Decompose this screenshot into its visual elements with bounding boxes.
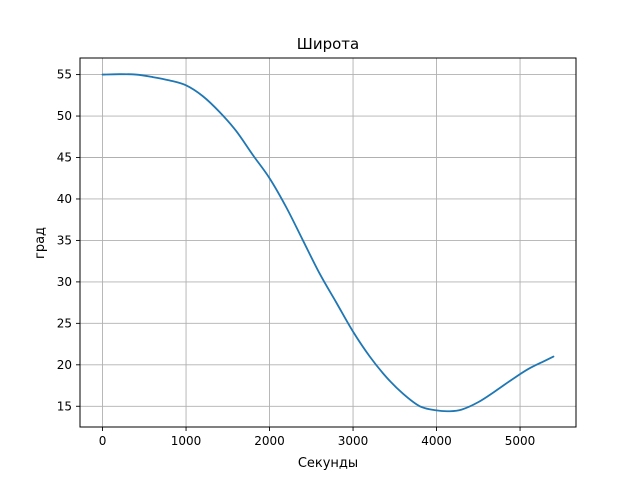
latitude-series-line <box>101 73 555 413</box>
y-axis-label: град <box>33 227 48 259</box>
y-tick-label: 45 <box>57 151 72 165</box>
y-tick-label: 30 <box>57 275 72 289</box>
x-axis-ticks: 0 1000 2000 3000 4000 5000 <box>99 427 536 448</box>
y-tick-label: 50 <box>57 109 72 123</box>
x-axis-label: Секунды <box>298 456 358 471</box>
x-tick-label: 0 <box>99 434 107 448</box>
x-tick-label: 1000 <box>171 434 202 448</box>
y-tick-label: 20 <box>57 358 72 372</box>
x-tick-label: 5000 <box>505 434 536 448</box>
y-tick-label: 25 <box>57 316 72 330</box>
plot-frame <box>79 57 577 428</box>
series-layer <box>101 73 555 413</box>
chart-title: Широта <box>297 35 359 53</box>
grid <box>80 58 576 427</box>
y-tick-label: 55 <box>57 68 72 82</box>
x-tick-label: 4000 <box>421 434 452 448</box>
y-tick-label: 40 <box>57 192 72 206</box>
x-tick-label: 3000 <box>338 434 369 448</box>
y-tick-label: 35 <box>57 233 72 247</box>
x-tick-label: 2000 <box>254 434 285 448</box>
y-tick-label: 15 <box>57 399 72 413</box>
y-axis-ticks: 15 20 25 30 35 40 45 50 55 <box>57 68 80 413</box>
